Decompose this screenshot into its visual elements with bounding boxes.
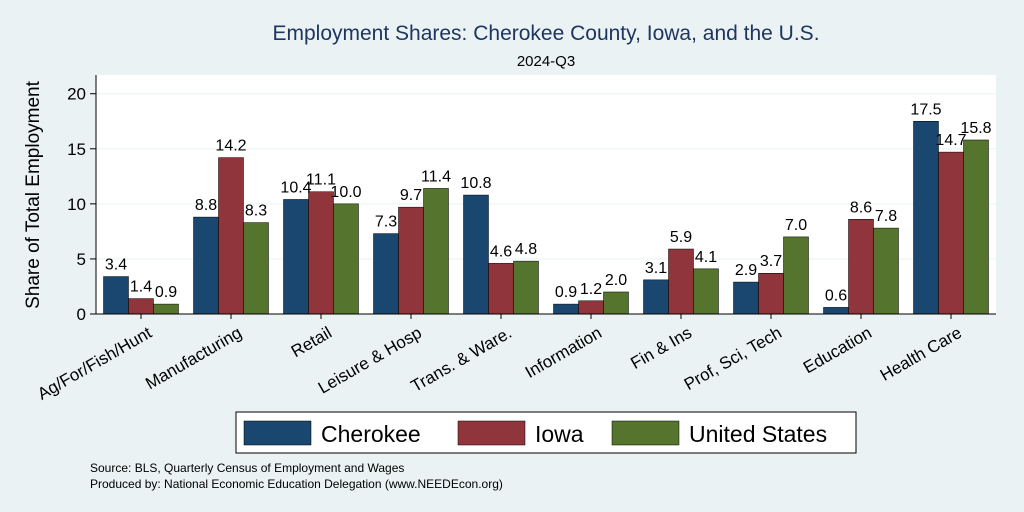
bar-value-label: 3.7 (760, 253, 782, 270)
bar-value-label: 7.0 (785, 217, 807, 234)
bar-value-label: 7.8 (875, 208, 897, 225)
bar (938, 151, 964, 315)
bar-value-label: 3.1 (645, 260, 667, 277)
legend-swatch (457, 420, 526, 446)
bar-value-label: 9.7 (400, 187, 422, 204)
bar (913, 121, 939, 315)
x-tick-label: Prof, Sci, Tech (681, 323, 785, 394)
x-tick-label: Fin & Ins (627, 323, 695, 373)
bar (553, 303, 579, 315)
y-tick-label: 5 (77, 250, 86, 269)
bar (823, 307, 849, 315)
bar (463, 194, 489, 315)
bar-value-label: 11.4 (421, 168, 451, 185)
bar-value-label: 4.1 (695, 249, 717, 266)
bar-value-label: 1.2 (580, 281, 602, 298)
producer-note: Produced by: National Economic Education… (90, 477, 503, 491)
bar-value-label: 14.2 (215, 138, 246, 155)
x-tick-label: Health Care (877, 323, 965, 385)
bar-value-label: 17.5 (910, 101, 941, 118)
bar (963, 139, 989, 315)
bar (423, 188, 449, 315)
bar-value-label: 4.6 (490, 243, 512, 260)
bar-value-label: 0.9 (555, 284, 577, 301)
bar-value-label: 15.8 (960, 120, 991, 137)
bar (848, 219, 874, 315)
bars (103, 121, 989, 315)
x-tick-label: Education (800, 323, 875, 377)
bar (128, 298, 154, 315)
y-tick-label: 15 (67, 140, 86, 159)
bar (668, 248, 694, 315)
chart-title: Employment Shares: Cherokee County, Iowa… (272, 22, 819, 45)
bar (873, 227, 899, 315)
bar (513, 260, 539, 315)
bar (783, 236, 809, 315)
bar-value-label: 10.4 (280, 179, 311, 196)
x-tick-label: Manufacturing (142, 323, 245, 393)
bar (153, 303, 179, 315)
legend-swatch (611, 420, 680, 446)
bar (603, 291, 629, 315)
bar (103, 276, 129, 315)
bar (243, 222, 269, 315)
bar (488, 263, 514, 315)
bar-value-label: 5.9 (670, 229, 692, 246)
bar (693, 268, 719, 315)
bar-value-label: 0.9 (155, 284, 177, 301)
bar (398, 206, 424, 315)
bar (758, 272, 784, 315)
x-tick-label: Ag/For/Fish/Hunt (34, 323, 155, 404)
bar-value-label: 8.8 (195, 197, 217, 214)
legend-box (235, 411, 857, 454)
legend-label: Iowa (535, 421, 584, 447)
bar-value-label: 8.6 (850, 199, 872, 216)
bar-value-label: 1.4 (130, 279, 152, 296)
bar-value-label: 0.6 (825, 287, 847, 304)
bar-value-label: 11.1 (306, 172, 336, 189)
legend-label: United States (689, 421, 827, 447)
chart-subtitle: 2024-Q3 (517, 53, 575, 70)
y-tick-label: 20 (67, 85, 86, 104)
bar-value-label: 2.9 (735, 262, 757, 279)
x-tick-label: Retail (288, 323, 335, 361)
bar-value-label: 4.8 (515, 241, 537, 258)
legend-swatch (243, 420, 312, 446)
bar (218, 157, 244, 315)
bar-value-label: 10.0 (330, 184, 361, 201)
bar-value-label: 14.7 (935, 132, 966, 149)
bar-value-label: 7.3 (375, 214, 397, 231)
bar-value-label: 3.4 (105, 257, 127, 274)
bar (308, 191, 334, 315)
bar (578, 300, 604, 315)
y-tick-label: 0 (77, 305, 86, 324)
bar-value-label: 10.8 (460, 175, 491, 192)
x-tick-label: Information (522, 323, 605, 382)
y-axis-ticks: 0 5 10 15 20 (67, 85, 96, 324)
bar-labels: 3.41.4 0.98.814.28.310.411.110.07.39.711.… (105, 101, 992, 304)
y-axis-label: Share of Total Employment (23, 80, 44, 308)
bar (193, 216, 219, 315)
legend-label: Cherokee (321, 421, 421, 447)
x-tick-label: Trans. & Ware. (408, 323, 515, 396)
bar-value-label: 8.3 (245, 203, 267, 220)
bar (643, 279, 669, 315)
bar (283, 199, 309, 315)
source-note: Source: BLS, Quarterly Census of Employm… (90, 461, 404, 475)
bar (333, 203, 359, 315)
bar (733, 281, 759, 315)
bar-value-label: 2.0 (605, 272, 627, 289)
legend: Cherokee Iowa United States (243, 420, 827, 447)
bar (373, 233, 399, 315)
y-tick-label: 10 (67, 195, 86, 214)
